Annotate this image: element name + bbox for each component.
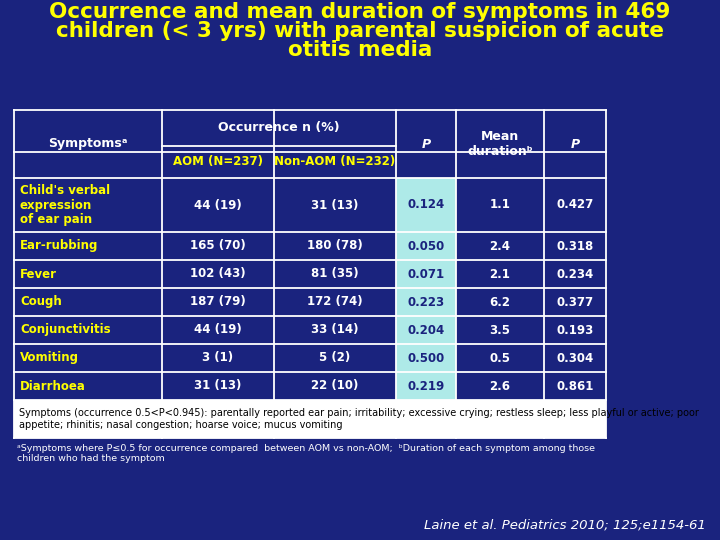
- Text: 0.050: 0.050: [408, 240, 445, 253]
- Text: 3 (1): 3 (1): [202, 352, 233, 365]
- Text: 0.193: 0.193: [557, 323, 593, 336]
- Text: Occurrence n (%): Occurrence n (%): [218, 122, 340, 134]
- Text: Fever: Fever: [20, 267, 57, 280]
- Text: otitis media: otitis media: [288, 40, 432, 60]
- Text: Conjunctivitis: Conjunctivitis: [20, 323, 111, 336]
- Text: Mean
durationᵇ: Mean durationᵇ: [467, 130, 533, 158]
- Text: 187 (79): 187 (79): [190, 295, 246, 308]
- Text: 2.6: 2.6: [490, 380, 510, 393]
- Text: 6.2: 6.2: [490, 295, 510, 308]
- Text: ᵃSymptoms where P≤0.5 for occurrence compared  between AOM vs non-AOM;  ᵇDuratio: ᵃSymptoms where P≤0.5 for occurrence com…: [17, 444, 595, 463]
- Text: 0.234: 0.234: [557, 267, 593, 280]
- Text: 22 (10): 22 (10): [311, 380, 359, 393]
- Text: 0.377: 0.377: [557, 295, 593, 308]
- Text: 0.204: 0.204: [408, 323, 445, 336]
- Text: P: P: [570, 138, 580, 151]
- Text: 2.1: 2.1: [490, 267, 510, 280]
- Text: Non-AOM (N=232): Non-AOM (N=232): [274, 156, 395, 168]
- Text: 0.219: 0.219: [408, 380, 445, 393]
- Text: Diarrhoea: Diarrhoea: [20, 380, 86, 393]
- Text: 0.5: 0.5: [490, 352, 510, 365]
- Text: 0.304: 0.304: [557, 352, 593, 365]
- Text: 1.1: 1.1: [490, 199, 510, 212]
- Text: 0.223: 0.223: [408, 295, 444, 308]
- Text: Occurrence and mean duration of symptoms in 469: Occurrence and mean duration of symptoms…: [49, 2, 671, 22]
- Text: 0.427: 0.427: [557, 199, 593, 212]
- Text: Laine et al. Pediatrics 2010; 125;e1154-61: Laine et al. Pediatrics 2010; 125;e1154-…: [424, 519, 706, 532]
- Text: 0.071: 0.071: [408, 267, 444, 280]
- Text: 31 (13): 31 (13): [194, 380, 242, 393]
- Text: 180 (78): 180 (78): [307, 240, 363, 253]
- Text: 5 (2): 5 (2): [320, 352, 351, 365]
- Text: 0.861: 0.861: [557, 380, 594, 393]
- Bar: [396, 178, 456, 400]
- Text: 2.4: 2.4: [490, 240, 510, 253]
- Text: 172 (74): 172 (74): [307, 295, 363, 308]
- Bar: [14, 110, 606, 438]
- Text: 3.5: 3.5: [490, 323, 510, 336]
- Bar: [14, 400, 606, 438]
- Text: 0.318: 0.318: [557, 240, 593, 253]
- Text: Child's verbal
expression
of ear pain: Child's verbal expression of ear pain: [20, 184, 110, 226]
- Text: P: P: [421, 138, 431, 151]
- Text: 165 (70): 165 (70): [190, 240, 246, 253]
- Text: Symptoms (occurrence 0.5<P<0.945): parentally reported ear pain; irritability; e: Symptoms (occurrence 0.5<P<0.945): paren…: [19, 408, 699, 430]
- Text: Vomiting: Vomiting: [20, 352, 79, 365]
- Text: 44 (19): 44 (19): [194, 199, 242, 212]
- Text: 33 (14): 33 (14): [311, 323, 359, 336]
- Text: 31 (13): 31 (13): [311, 199, 359, 212]
- Text: children (< 3 yrs) with parental suspicion of acute: children (< 3 yrs) with parental suspici…: [56, 21, 664, 41]
- Text: 81 (35): 81 (35): [311, 267, 359, 280]
- Text: AOM (N=237): AOM (N=237): [173, 156, 263, 168]
- Text: Ear-rubbing: Ear-rubbing: [20, 240, 99, 253]
- Text: 0.124: 0.124: [408, 199, 445, 212]
- Text: Symptomsᵃ: Symptomsᵃ: [48, 138, 127, 151]
- Text: Cough: Cough: [20, 295, 62, 308]
- Text: 0.500: 0.500: [408, 352, 445, 365]
- Text: 44 (19): 44 (19): [194, 323, 242, 336]
- Text: 102 (43): 102 (43): [190, 267, 246, 280]
